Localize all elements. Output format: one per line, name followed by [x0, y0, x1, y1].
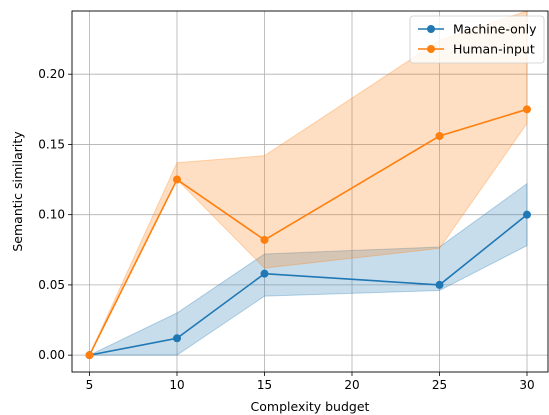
y-tick-label: 0.10	[38, 208, 65, 222]
x-tick-label: 5	[86, 378, 94, 392]
x-tick-label: 10	[169, 378, 184, 392]
legend-marker	[427, 45, 435, 53]
human-input-point	[85, 351, 94, 360]
y-tick-label: 0.05	[38, 278, 65, 292]
y-tick-label: 0.15	[38, 137, 65, 151]
machine-only-point	[435, 280, 444, 289]
legend-marker	[427, 25, 435, 33]
x-tick-label: 15	[257, 378, 272, 392]
y-axis-ticks: 0.00 0.05 0.10 0.15 0.20	[38, 67, 72, 362]
x-tick-label: 25	[432, 378, 447, 392]
machine-only-point	[173, 334, 181, 343]
x-axis-title: Complexity budget	[251, 399, 370, 414]
legend-label: Human-input	[453, 42, 535, 57]
x-tick-label: 30	[519, 378, 534, 392]
legend: Machine-only Human-input	[409, 15, 545, 64]
legend-box	[409, 15, 545, 64]
plot-frame	[71, 10, 549, 373]
human-input-band	[89, 10, 528, 356]
x-axis-ticks: 5 10 15 20 25 30	[86, 372, 535, 392]
human-input-point	[435, 132, 444, 141]
grid-lines	[72, 11, 548, 372]
legend-label: Machine-only	[453, 22, 537, 37]
machine-only-point	[523, 210, 531, 219]
human-input-point	[260, 235, 269, 244]
y-axis-title: Semantic similarity	[10, 131, 25, 252]
x-tick-label: 20	[344, 378, 359, 392]
y-tick-label: 0.00	[38, 348, 65, 362]
y-tick-label: 0.20	[38, 67, 65, 81]
machine-only-point	[260, 269, 269, 278]
human-input-point	[523, 105, 531, 114]
series-points	[85, 105, 531, 360]
human-input-point	[173, 175, 181, 184]
